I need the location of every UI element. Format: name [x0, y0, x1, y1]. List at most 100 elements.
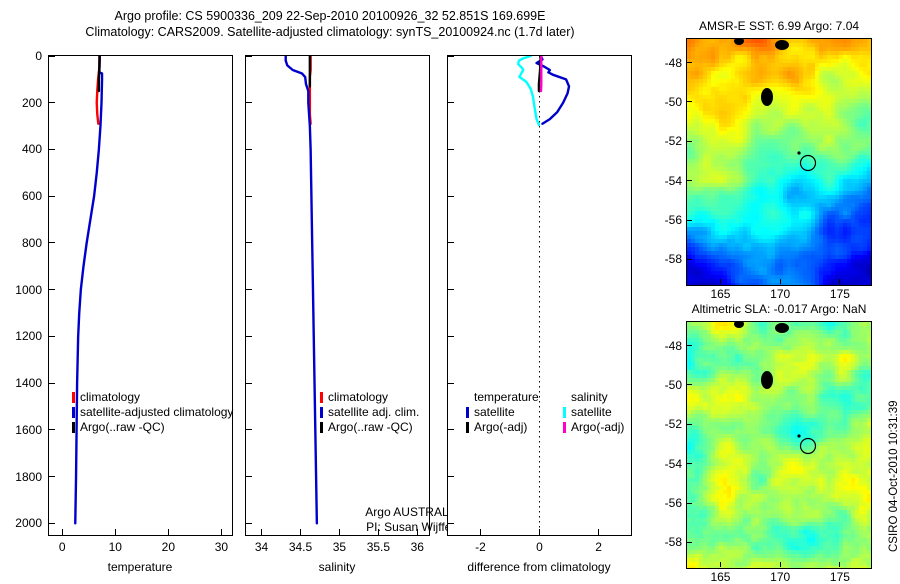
map-cell [763, 338, 768, 343]
map-cell [795, 191, 800, 196]
map-cell [719, 338, 724, 343]
map-cell [803, 203, 808, 208]
map-cell [735, 167, 740, 172]
map-cell [747, 167, 752, 172]
map-cell [763, 139, 768, 144]
map-cell [811, 227, 816, 232]
map-cell [851, 123, 856, 128]
map-cell [847, 326, 852, 331]
map-cell [831, 235, 836, 240]
map-cell [759, 139, 764, 144]
map-cell [855, 215, 860, 220]
map-cell [795, 486, 800, 491]
map-cell [775, 394, 780, 399]
map-cell [691, 358, 696, 363]
map-cell [855, 203, 860, 208]
map-cell [759, 63, 764, 68]
map-cell [859, 67, 864, 72]
map-cell [735, 402, 740, 407]
map-cell [819, 438, 824, 443]
map-cell [771, 139, 776, 144]
map-cell [719, 163, 724, 168]
map-cell [755, 394, 760, 399]
map-cell [723, 418, 728, 423]
map-cell [859, 390, 864, 395]
map-cell [703, 95, 708, 100]
map-cell [695, 442, 700, 447]
map-cell [843, 430, 848, 435]
map-cell [747, 482, 752, 487]
map-cell [799, 490, 804, 495]
map-cell [807, 346, 812, 351]
map-cell [763, 271, 768, 276]
map-cell [759, 135, 764, 140]
map-cell [815, 223, 820, 228]
map-cell [783, 267, 788, 272]
map-cell [807, 131, 812, 136]
map-cell [807, 374, 812, 379]
map-cell [867, 366, 871, 371]
map-cell [763, 322, 768, 327]
map-cell [751, 358, 756, 363]
map-cell [695, 71, 700, 76]
map-cell [755, 227, 760, 232]
map-cell [735, 207, 740, 212]
map-cell [795, 386, 800, 391]
map-cell [707, 223, 712, 228]
map-cell [807, 478, 812, 483]
map-cell [863, 171, 868, 176]
map-cell [723, 271, 728, 276]
map-cell [703, 267, 708, 272]
map-cell [703, 378, 708, 383]
map-cell [807, 386, 812, 391]
map-cell [699, 231, 704, 236]
map-cell [771, 442, 776, 447]
map-cell [743, 179, 748, 184]
map-cell [783, 135, 788, 140]
map-cell [779, 430, 784, 435]
map-cell [791, 223, 796, 228]
axis-tick [49, 102, 55, 103]
map-cell [863, 370, 868, 375]
map-cell [695, 139, 700, 144]
map-cell [723, 207, 728, 212]
map-cell [823, 410, 828, 415]
map-cell [703, 51, 708, 56]
map-cell [703, 111, 708, 116]
map-cell [799, 462, 804, 467]
map-cell [735, 458, 740, 463]
map-cell [687, 338, 692, 343]
map-cell [755, 75, 760, 80]
map-cell [711, 346, 716, 351]
map-cell [835, 370, 840, 375]
map-cell [803, 271, 808, 276]
map-cell [839, 322, 844, 327]
map-cell [867, 55, 871, 60]
map-cell [867, 486, 871, 491]
map-cell [707, 418, 712, 423]
map-cell [843, 127, 848, 132]
map-cell [751, 354, 756, 359]
map-cell [831, 470, 836, 475]
difference-profile-curves [448, 56, 631, 535]
map-cell [823, 67, 828, 72]
map-cell [719, 438, 724, 443]
map-cell [867, 490, 871, 495]
map-cell [687, 426, 692, 431]
map-cell [819, 378, 824, 383]
map-cell [687, 135, 692, 140]
map-cell [751, 406, 756, 411]
map-cell [783, 414, 788, 419]
map-cell [719, 414, 724, 419]
map-cell [691, 426, 696, 431]
map-cell [771, 450, 776, 455]
map-cell [739, 199, 744, 204]
map-cell [831, 354, 836, 359]
map-cell [803, 362, 808, 367]
map-cell [847, 482, 852, 487]
map-cell [731, 358, 736, 363]
map-cell [723, 75, 728, 80]
map-cell [699, 438, 704, 443]
map-cell [835, 195, 840, 200]
map-cell [835, 470, 840, 475]
